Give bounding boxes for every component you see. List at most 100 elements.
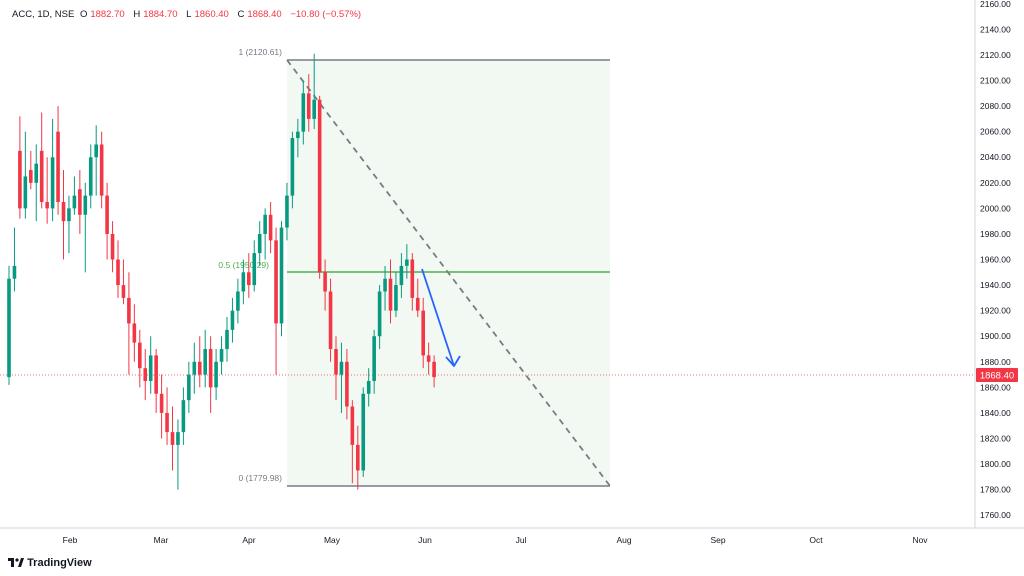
candle-body [241,272,246,292]
time-tick-label: Feb [63,535,78,545]
candle-body [410,259,415,298]
candle-body [421,310,425,356]
candle [61,170,66,260]
candle-body [345,361,349,407]
candle [127,272,131,375]
candle [116,240,120,298]
candle [263,208,267,260]
candle [252,240,257,292]
candle-body [383,278,387,292]
high-value: H 1884.70 [133,9,178,20]
candle-body [29,170,33,183]
candle-body [39,150,44,202]
candle [159,374,164,439]
candle [383,265,387,311]
candle-body [230,310,235,330]
price-tick-label: 1880.00 [980,357,1011,367]
candle [132,304,137,362]
candle-body [67,208,71,222]
candle [225,317,229,362]
candle [94,125,98,196]
candle [99,131,104,209]
candle-body [323,272,327,292]
candle-body [285,195,289,228]
candle-body [105,195,109,234]
candle [181,387,186,445]
candle [219,336,224,375]
candle [301,80,306,145]
candle [415,278,420,318]
candle [345,349,349,420]
price-tick-label: 1960.00 [980,255,1011,265]
candle [279,221,284,337]
candle-body [56,131,60,202]
low-value: L 1860.40 [186,9,229,20]
candle-body [23,176,28,209]
price-axis[interactable]: 1760.00 1780.00 1800.00 1820.00 1840.00 1860.… [980,0,1011,520]
time-tick-label: Sep [710,535,725,545]
candle [176,419,180,490]
candle [12,227,17,292]
candle-body [252,253,257,286]
candle-body [296,131,300,139]
candle-body [170,432,175,445]
candle-body [138,342,142,369]
candle [394,272,398,318]
candle [72,176,77,215]
candle [296,118,300,158]
candle [39,112,44,209]
candle-body [290,138,295,196]
price-tick-label: 1900.00 [980,331,1011,341]
candle [18,116,22,219]
candle-body [94,144,98,158]
candle-body [257,233,262,254]
candle [192,342,197,394]
candle-body [7,278,11,378]
candle [257,221,262,266]
candle [143,349,148,401]
candle-body [154,355,158,394]
time-tick-label: Jun [418,535,432,545]
tradingview-logo[interactable]: TradingView [8,557,92,569]
price-tick-label: 1860.00 [980,382,1011,392]
candle [405,244,409,279]
candle-body [143,368,148,381]
candle [45,157,49,224]
candle-body [350,406,355,445]
candle [350,400,355,484]
candle-body [274,240,278,324]
time-tick-label: Aug [616,535,631,545]
candle-body [279,227,284,324]
arrow-annotation[interactable] [421,268,461,367]
candle-body [78,189,82,215]
price-tick-label: 1820.00 [980,434,1011,444]
candle-body [334,349,338,375]
candle [421,297,425,369]
candle-body [394,285,398,311]
candle-body [176,432,180,445]
candle [377,285,382,350]
candle [197,336,202,388]
candle [23,131,28,219]
candle-body [88,157,93,196]
change-value: −10.80 (−0.57%) [290,9,362,20]
candle [432,355,436,388]
candle [388,259,393,324]
candle [203,329,207,388]
candle [187,361,191,413]
price-tick-label: 1980.00 [980,229,1011,239]
symbol-legend: ACC, 1D, NSE O 1882.70 H 1884.70 L 1860.40 … [12,9,364,20]
candle-body [366,380,371,394]
candle-body [388,278,393,311]
candle-body [328,291,333,350]
time-axis[interactable]: Feb Mar Apr May Jun Jul Aug Sep Oct Nov [63,535,929,545]
candle [208,336,213,413]
candle-body [127,297,131,324]
candle-body [219,349,224,362]
fib-level-1-label: 1 (2120.61) [239,47,283,57]
candle-body [225,329,229,350]
candle [274,227,278,375]
dashed-trend-line[interactable] [286,59,611,487]
candle-body [18,150,22,209]
